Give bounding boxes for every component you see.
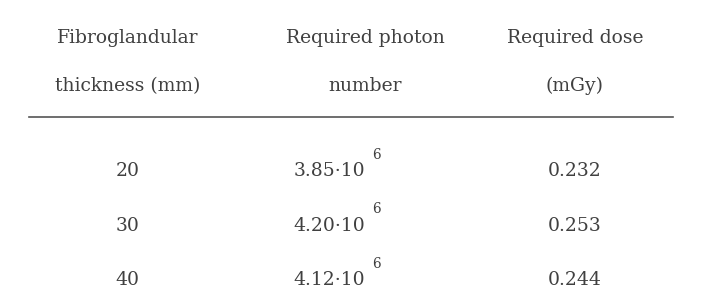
Text: 3.85·10: 3.85·10 [293,162,365,180]
Text: 6: 6 [372,147,380,162]
Text: 20: 20 [115,162,139,180]
Text: (mGy): (mGy) [545,77,604,95]
Text: 6: 6 [372,202,380,216]
Text: number: number [329,77,402,95]
Text: 0.232: 0.232 [548,162,602,180]
Text: 6: 6 [372,257,380,271]
Text: 30: 30 [115,217,139,235]
Text: 4.20·10: 4.20·10 [293,217,365,235]
Text: 0.244: 0.244 [548,271,602,289]
Text: 0.253: 0.253 [548,217,602,235]
Text: 4.12·10: 4.12·10 [293,271,365,289]
Text: Required photon: Required photon [286,29,444,47]
Text: 40: 40 [115,271,139,289]
Text: Fibroglandular: Fibroglandular [56,29,198,47]
Text: Required dose: Required dose [507,29,643,47]
Text: thickness (mm): thickness (mm) [55,77,200,95]
